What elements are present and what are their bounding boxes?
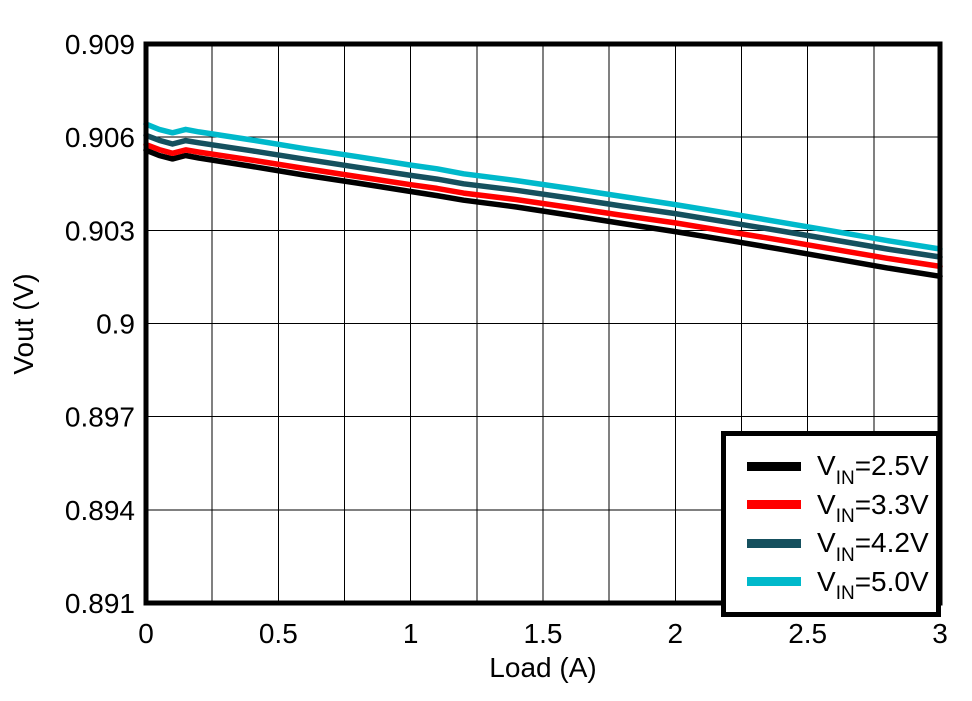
legend-item: VIN=5.0V xyxy=(726,565,936,603)
x-tick-label: 0 xyxy=(138,618,154,649)
legend-label: VIN=3.3V xyxy=(817,488,929,526)
legend-label-subscript: IN xyxy=(835,467,855,489)
legend-item: VIN=4.2V xyxy=(726,527,936,565)
x-tick-label: 0.5 xyxy=(259,618,298,649)
legend-label-subscript: IN xyxy=(835,544,855,566)
y-axis-title: Vout (V) xyxy=(8,273,39,375)
legend-label-value: =5.0V xyxy=(854,565,929,597)
legend-label-text: V xyxy=(817,450,836,482)
x-tick-label: 1 xyxy=(403,618,419,649)
x-axis-title: Load (A) xyxy=(489,652,597,683)
y-tick-label: 0.891 xyxy=(65,588,135,619)
legend-label-subscript: IN xyxy=(835,583,855,605)
legend-item: VIN=3.3V xyxy=(726,488,936,526)
series-line-vin-3.3v xyxy=(143,141,943,270)
y-tick-label: 0.903 xyxy=(65,215,135,246)
legend-label-subscript: IN xyxy=(835,506,855,528)
legend-label: VIN=5.0V xyxy=(817,565,929,603)
y-tick-label: 0.894 xyxy=(65,495,135,526)
legend-swatch xyxy=(747,500,801,510)
legend-label-text: V xyxy=(817,527,836,559)
series-line-vin-5.0v xyxy=(143,121,943,252)
x-tick-label: 2 xyxy=(668,618,684,649)
legend-label: VIN=2.5V xyxy=(817,450,929,488)
legend-item: VIN=2.5V xyxy=(726,450,936,488)
series-line-vin-4.2v xyxy=(143,132,943,260)
legend-label-value: =4.2V xyxy=(854,527,929,559)
legend-swatch xyxy=(747,538,801,548)
x-tick-label: 2.5 xyxy=(788,618,827,649)
y-tick-label: 0.9 xyxy=(96,309,135,340)
y-tick-label: 0.906 xyxy=(65,122,135,153)
series-line-vin-2.5v xyxy=(143,147,943,280)
plot-border xyxy=(143,41,943,606)
x-tick-label: 1.5 xyxy=(524,618,563,649)
legend-label-value: =2.5V xyxy=(854,450,929,482)
legend-swatch xyxy=(747,461,801,471)
legend-swatch xyxy=(747,577,801,587)
legend: VIN=2.5V VIN=3.3V VIN=4.2V VIN=5.0V xyxy=(721,431,941,617)
y-tick-label: 0.897 xyxy=(65,402,135,433)
legend-label-text: V xyxy=(817,488,836,520)
legend-label-text: V xyxy=(817,565,836,597)
legend-label: VIN=4.2V xyxy=(817,527,929,565)
x-tick-label: 3 xyxy=(932,618,948,649)
y-tick-label: 0.909 xyxy=(65,29,135,60)
legend-label-value: =3.3V xyxy=(854,488,929,520)
